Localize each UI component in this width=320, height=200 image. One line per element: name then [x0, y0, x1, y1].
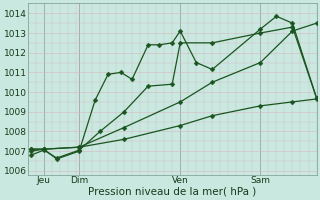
X-axis label: Pression niveau de la mer( hPa ): Pression niveau de la mer( hPa )	[88, 187, 256, 197]
